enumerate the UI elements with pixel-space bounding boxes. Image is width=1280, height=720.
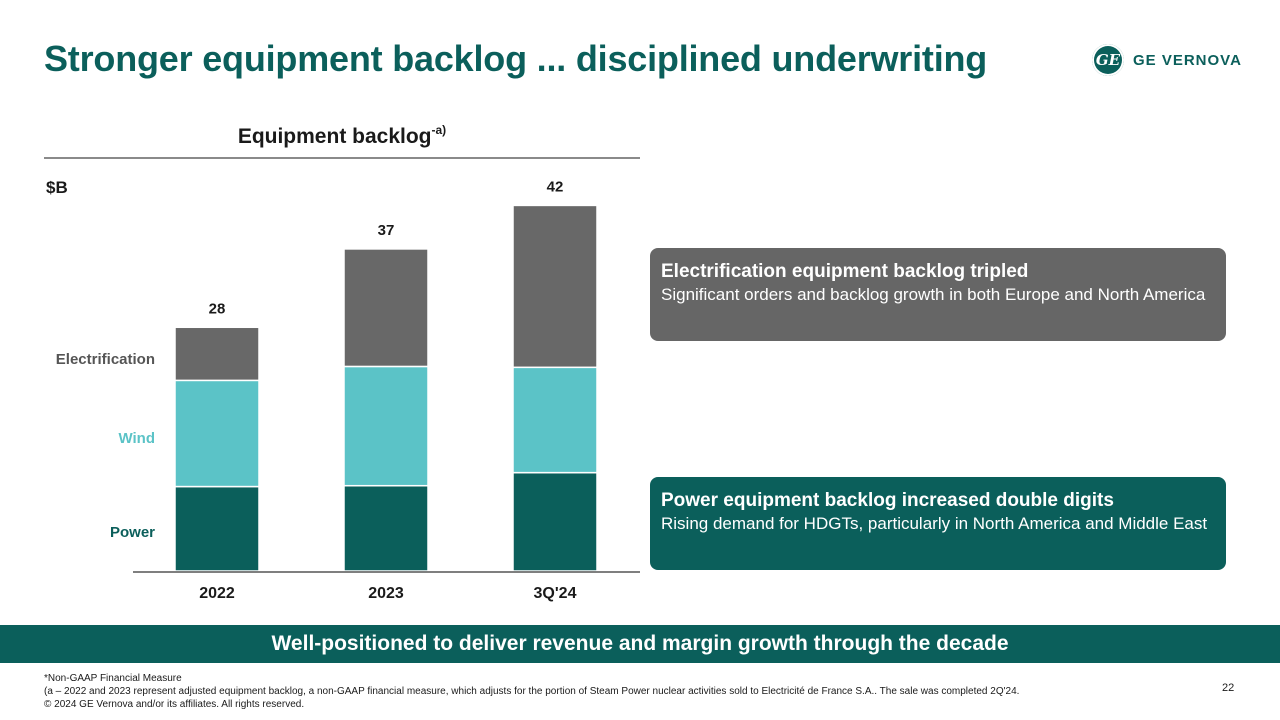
company-logo: GE GE VERNOVA	[1092, 44, 1242, 76]
series-label-electrification: Electrification	[55, 351, 155, 368]
bar-total-label: 28	[209, 300, 226, 317]
chart-title-rule	[44, 157, 640, 159]
callout-text: Significant orders and backlog growth in…	[661, 285, 1206, 304]
bar-electrification-0	[174, 326, 260, 382]
power-callout: Power equipment backlog increased double…	[650, 477, 1226, 570]
y-axis-unit: $B	[46, 178, 68, 197]
footnote-line: (a – 2022 and 2023 represent adjusted eq…	[44, 686, 1020, 697]
callout-text: Rising demand for HDGTs, particularly in…	[661, 514, 1208, 533]
chart-title: Equipment backlog-a)	[44, 123, 640, 149]
bar-electrification-2	[512, 204, 598, 369]
summary-banner: Well-positioned to deliver revenue and m…	[0, 625, 1280, 663]
x-tick-label: 3Q'24	[534, 585, 577, 602]
page-number: 22	[1222, 682, 1235, 694]
page-title: Stronger equipment backlog ... disciplin…	[44, 38, 988, 79]
bar-wind-2	[512, 366, 598, 474]
chart-title-footnote-mark: -a)	[431, 123, 447, 137]
bar-power-0	[174, 485, 260, 572]
series-label-power: Power	[109, 524, 155, 541]
footnotes: *Non-GAAP Financial Measure (a – 2022 an…	[44, 672, 1019, 711]
x-tick-label: 2023	[368, 585, 404, 602]
bar-total-label: 42	[547, 178, 564, 195]
bar-power-1	[343, 484, 429, 572]
logo-text: GE VERNOVA	[1133, 51, 1242, 69]
bar-power-2	[512, 471, 598, 572]
x-tick-label: 2022	[199, 585, 235, 602]
bar-wind-1	[343, 365, 429, 487]
electrification-callout: Electrification equipment backlog triple…	[650, 248, 1226, 341]
ge-monogram-icon: GE	[1092, 44, 1124, 76]
footnote-line: *Non-GAAP Financial Measure	[44, 673, 182, 684]
bar-electrification-1	[343, 248, 429, 368]
callout-title: Power equipment backlog increased double…	[661, 490, 1114, 511]
backlog-bar-chart: 28 2022 37 2023 42 3Q'24	[133, 178, 640, 602]
footnote-line: © 2024 GE Vernova and/or its affiliates.…	[44, 699, 305, 710]
series-label-wind: Wind	[118, 430, 155, 447]
bar-total-label: 37	[378, 222, 395, 239]
chart-title-text: Equipment backlog	[237, 125, 432, 148]
bar-wind-0	[174, 379, 260, 488]
callout-title: Electrification equipment backlog triple…	[661, 261, 1029, 282]
